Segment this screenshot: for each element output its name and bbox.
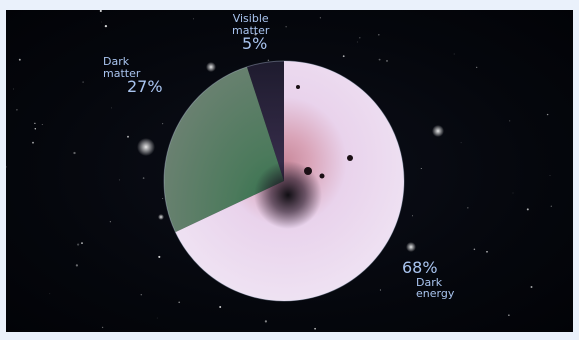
pie-outline <box>163 60 405 302</box>
star <box>550 205 552 207</box>
star <box>34 122 36 124</box>
star <box>254 33 257 36</box>
star <box>453 53 455 55</box>
cluster-galaxy <box>319 173 325 179</box>
label-visible-matter-line-1: Visible <box>232 12 269 25</box>
galaxy-core <box>254 161 322 229</box>
galaxy-glow <box>158 214 164 220</box>
star <box>420 167 422 170</box>
star <box>319 17 321 19</box>
star <box>526 208 529 211</box>
star <box>16 108 18 111</box>
label-dark-energy: 68% Dark energy <box>402 258 455 301</box>
slice-visible-matter <box>246 61 284 181</box>
star <box>314 327 316 330</box>
star <box>379 289 381 291</box>
label-dark-matter: Dark matter 27% <box>103 56 163 96</box>
star <box>476 66 478 69</box>
star <box>140 293 143 296</box>
star <box>342 55 345 58</box>
label-dark-matter-line-1: Dark <box>103 55 130 68</box>
star <box>156 317 158 319</box>
star <box>285 26 287 28</box>
star <box>104 24 108 28</box>
star <box>411 215 414 217</box>
star <box>473 248 476 251</box>
star <box>154 85 157 88</box>
galaxy-glow <box>406 242 416 252</box>
star <box>77 243 80 246</box>
star <box>386 60 388 62</box>
pie-chart <box>6 10 552 330</box>
label-visible-matter: Visible matter 5% <box>232 13 269 53</box>
star <box>509 120 511 122</box>
star <box>13 88 15 90</box>
star <box>41 123 43 126</box>
star <box>549 175 551 177</box>
galaxy-glow <box>137 138 155 156</box>
cluster-galaxy <box>347 155 353 161</box>
star <box>508 314 510 316</box>
star <box>34 128 37 130</box>
star <box>32 141 34 144</box>
star <box>158 255 161 258</box>
star <box>111 107 113 109</box>
starfield <box>6 10 552 330</box>
star <box>118 179 121 181</box>
star <box>378 33 380 36</box>
star <box>530 286 533 288</box>
cluster-galaxy <box>296 85 300 89</box>
star <box>486 250 488 253</box>
pie-overlay <box>163 60 405 302</box>
star <box>467 207 469 209</box>
star <box>264 320 267 323</box>
star <box>75 264 79 267</box>
galaxy-glow <box>432 125 444 137</box>
star <box>127 135 129 138</box>
label-visible-matter-value: 5% <box>241 34 268 54</box>
label-dark-matter-value: 27% <box>127 77 163 97</box>
star <box>142 177 145 179</box>
star <box>6 166 7 168</box>
star <box>101 326 104 329</box>
star <box>356 41 358 43</box>
cluster-galaxy <box>304 167 312 175</box>
space-background: Visible matter 5% Dark matter 27% 68% Da… <box>6 10 573 332</box>
star <box>512 192 514 194</box>
label-dark-matter-line-2: matter <box>103 66 141 80</box>
star <box>99 10 102 13</box>
star <box>219 306 222 308</box>
star <box>81 242 83 244</box>
star <box>178 301 181 304</box>
star <box>546 113 549 116</box>
star <box>193 18 194 20</box>
star <box>49 293 51 295</box>
star <box>73 151 76 155</box>
star <box>378 58 381 61</box>
star <box>109 221 111 223</box>
label-dark-energy-value: 68% <box>402 258 438 277</box>
star <box>101 21 102 23</box>
star <box>267 59 270 62</box>
star <box>359 37 361 39</box>
label-dark-energy-line-2: energy <box>416 287 455 301</box>
slice-dark-matter <box>163 66 284 233</box>
label-dark-energy-line-1: Dark <box>416 275 443 289</box>
star <box>82 81 84 83</box>
star <box>162 198 164 199</box>
label-visible-matter-line-2: matter <box>232 23 270 37</box>
star <box>162 123 164 125</box>
galaxy-glow <box>206 62 216 72</box>
star <box>460 142 462 144</box>
star <box>18 58 21 61</box>
